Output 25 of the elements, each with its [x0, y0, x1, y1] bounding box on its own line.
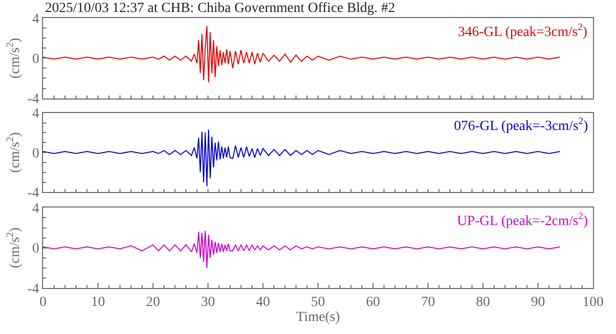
x-tick-label: 20 — [146, 294, 160, 310]
y-tick-label: 4 — [32, 106, 40, 122]
y-tick-label: 4 — [32, 202, 40, 217]
x-tick-label: 60 — [366, 294, 380, 310]
x-tick-label: 90 — [531, 294, 545, 310]
y-tick-label: 0 — [32, 242, 40, 257]
x-tick-label: 10 — [91, 294, 105, 310]
x-tick-label: 50 — [311, 294, 325, 310]
annotation: 346-GL (peak=3cm/s$^{2}$) — [458, 22, 588, 40]
y-tick-label: -4 — [28, 92, 40, 108]
x-tick-label: 100 — [582, 294, 604, 310]
x-tick-label: 30 — [201, 294, 215, 310]
x-tick-label: 40 — [256, 294, 270, 310]
y-tick-label: 0 — [32, 52, 40, 68]
x-tick-label: 70 — [421, 294, 435, 310]
y-tick-label: 0 — [32, 146, 40, 162]
y-tick-label: -4 — [28, 186, 40, 202]
y-tick-label: 4 — [32, 12, 40, 27]
chart-title: 2025/10/03 12:37 at CHB: Chiba Government Office Bldg. #2 — [45, 1, 396, 16]
annotation: UP-GL (peak=-2cm/s$^{2}$) — [457, 211, 588, 229]
x-axis-title: Time(s) — [296, 310, 340, 326]
x-tick-label: 80 — [476, 294, 490, 310]
line-series — [43, 230, 560, 268]
annotation: 076-GL (peak=-3cm/s$^{2}$) — [454, 116, 588, 134]
y-tick-label: -4 — [28, 282, 40, 297]
